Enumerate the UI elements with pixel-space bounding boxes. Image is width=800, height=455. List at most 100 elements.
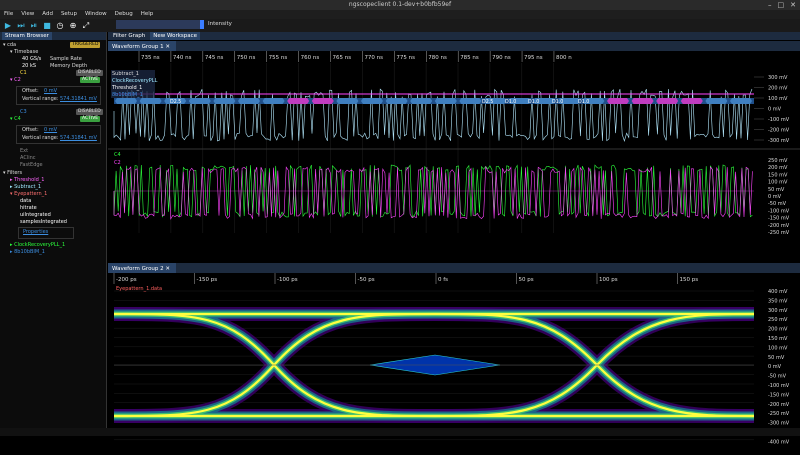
menu-help[interactable]: Help	[140, 11, 154, 17]
time-axis	[108, 273, 800, 284]
status-badge: ACTIVE	[80, 116, 101, 122]
filter-threshold[interactable]: ▸ Threshold_1	[10, 177, 45, 183]
menu-file[interactable]: File	[4, 11, 14, 17]
y-tick-label: 50 mV	[768, 355, 785, 361]
stream-uiintegrated[interactable]: uiIntegrated	[20, 212, 51, 218]
memory-depth-value[interactable]: 20 kS	[22, 63, 37, 69]
tree-item-filters[interactable]: ▾ Filters	[3, 170, 23, 176]
close-button[interactable]: ✕	[790, 1, 796, 9]
recenter-icon[interactable]: ⊕	[69, 20, 77, 30]
offset-field[interactable]: 0 mV	[44, 127, 58, 133]
channel-c4[interactable]: ▾ C4	[10, 116, 21, 122]
vertical-range-label: Vertical range:	[22, 135, 59, 141]
status-badge: DISABLED	[76, 70, 103, 76]
offset-field[interactable]: 0 mV	[44, 88, 58, 94]
time-tick-label: 770 ns	[364, 55, 383, 61]
minimize-button[interactable]: –	[768, 1, 772, 9]
trace-c2	[113, 165, 753, 220]
properties-box	[18, 227, 74, 239]
tab-filter-graph[interactable]: Filter Graph	[113, 33, 146, 39]
channel-ext[interactable]: Ext	[20, 148, 29, 154]
channel-c1[interactable]: C1	[20, 70, 27, 76]
tab-waveform-group-2: Waveform Group 2 ✕	[112, 266, 170, 272]
filter-8b10b[interactable]: ▸ 8b10bBIM_1	[10, 249, 45, 255]
intensity-slider[interactable]	[116, 20, 204, 29]
time-tick-label: 800 n	[556, 55, 572, 61]
time-tick-label: 735 ns	[141, 55, 160, 61]
trace-label: 8b10bBIM_1	[112, 92, 143, 98]
tab-new-workspace[interactable]: New Workspace	[150, 32, 201, 40]
tree-item-timebase[interactable]: ▾ Timebase	[10, 49, 39, 55]
y-tick-label: -200 mV	[768, 402, 790, 408]
y-tick-label: -200 mV	[768, 223, 790, 229]
play-single-icon[interactable]: ⏭	[17, 20, 25, 30]
y-tick-label: 300 mV	[768, 308, 788, 314]
y-tick-label: -50 mV	[768, 374, 787, 380]
stream-samplesintegrated[interactable]: samplesIntegrated	[20, 219, 67, 225]
sample-rate-label: Sample Rate	[50, 56, 82, 62]
y-tick-label: 400 mV	[768, 289, 788, 295]
eye-pattern-plot[interactable]: Waveform Group 2 ✕ -200 ps -150 ps -100 ps -…	[108, 263, 800, 453]
fullscreen-icon[interactable]: ⤢	[82, 20, 90, 30]
y-tick-label: 200 mV	[768, 86, 788, 92]
menu-view[interactable]: View	[21, 11, 35, 17]
decode-symbol	[238, 98, 260, 104]
stop-icon[interactable]: ■	[43, 20, 51, 30]
history-icon[interactable]: ◷	[56, 20, 64, 30]
channel-fastedge[interactable]: FastEdge	[20, 162, 43, 168]
time-tick-label: 100 ps	[599, 277, 618, 283]
y-tick-label: -250 mV	[768, 230, 790, 236]
y-tick-label: -50 mV	[768, 201, 787, 207]
slider-handle[interactable]	[200, 20, 204, 29]
stream-browser-panel: Stream Browser ▾ cda TRIGGERED ▾ Timebas…	[0, 32, 107, 428]
time-tick-label: 740 ns	[173, 55, 192, 61]
decode-symbol	[385, 98, 408, 104]
time-tick-label: 150 ps	[680, 277, 699, 283]
menu-add[interactable]: Add	[42, 11, 53, 17]
time-tick-label: 760 ns	[301, 55, 320, 61]
tree-item-scope[interactable]: ▾ cda	[3, 42, 17, 48]
play-once-icon[interactable]: ⏯	[30, 20, 38, 30]
tab-waveform-group-2-bg	[108, 263, 176, 273]
y-tick-label: 200 mV	[768, 165, 788, 171]
time-axis	[108, 51, 800, 62]
menu-debug[interactable]: Debug	[114, 11, 133, 17]
channel-aclinc[interactable]: AClinc	[20, 155, 36, 161]
play-icon[interactable]: ▶	[4, 20, 12, 30]
waveform-group-1-plot[interactable]: Waveform Group 1 ✕ 735 ns 740 ns 745 ns 750 …	[108, 41, 800, 261]
maximize-button[interactable]: □	[777, 1, 785, 9]
y-tick-label: 100 mV	[768, 345, 788, 351]
stream-data[interactable]: data	[20, 198, 32, 204]
y-tick-label: -150 mV	[768, 216, 790, 222]
filter-eyepattern[interactable]: ▾ Eyepattern_1	[10, 191, 48, 197]
window-titlebar: ngscopeclient 0.1-dev+b0bfb59ef – □ ✕	[0, 0, 800, 10]
trace-subtract	[113, 88, 753, 143]
memory-depth-label: Memory Depth	[50, 63, 88, 69]
tab-stream-browser[interactable]: Stream Browser	[2, 32, 52, 40]
vertical-range-field[interactable]: 574.31841 mV	[60, 135, 97, 141]
y-tick-label: 300 mV	[768, 75, 788, 81]
trace-label-bg	[111, 77, 155, 84]
filter-clockrecovery[interactable]: ▸ ClockRecoveryPLL_1	[10, 242, 66, 248]
time-tick-label: 750 ns	[237, 55, 256, 61]
y-tick-label: 200 mV	[768, 327, 788, 333]
decode-symbol	[533, 98, 556, 104]
decode-symbol	[557, 98, 580, 104]
stream-browser-header: Stream Browser	[0, 32, 106, 40]
sample-rate-value[interactable]: 40 GS/s	[22, 56, 42, 62]
filter-subtract[interactable]: ▸ Subtract_1	[10, 184, 42, 190]
window-controls: – □ ✕	[768, 1, 796, 9]
menu-window[interactable]: Window	[84, 11, 107, 17]
menu-setup[interactable]: Setup	[60, 11, 77, 17]
y-tick-label: 50 mV	[768, 187, 785, 193]
vertical-range-field[interactable]: 574.31841 mV	[60, 96, 97, 102]
decode-symbol	[139, 98, 162, 104]
y-tick-label: 100 mV	[768, 96, 788, 102]
time-tick-label: -100 ps	[277, 277, 298, 283]
stream-hitrate[interactable]: hitrate	[20, 205, 37, 211]
time-tick-label: 765 ns	[333, 55, 352, 61]
time-tick-label: -150 ps	[197, 277, 218, 283]
channel-c3[interactable]: C3	[20, 109, 27, 115]
properties-link[interactable]: Properties	[23, 229, 49, 235]
channel-c2[interactable]: ▾ C2	[10, 77, 21, 83]
